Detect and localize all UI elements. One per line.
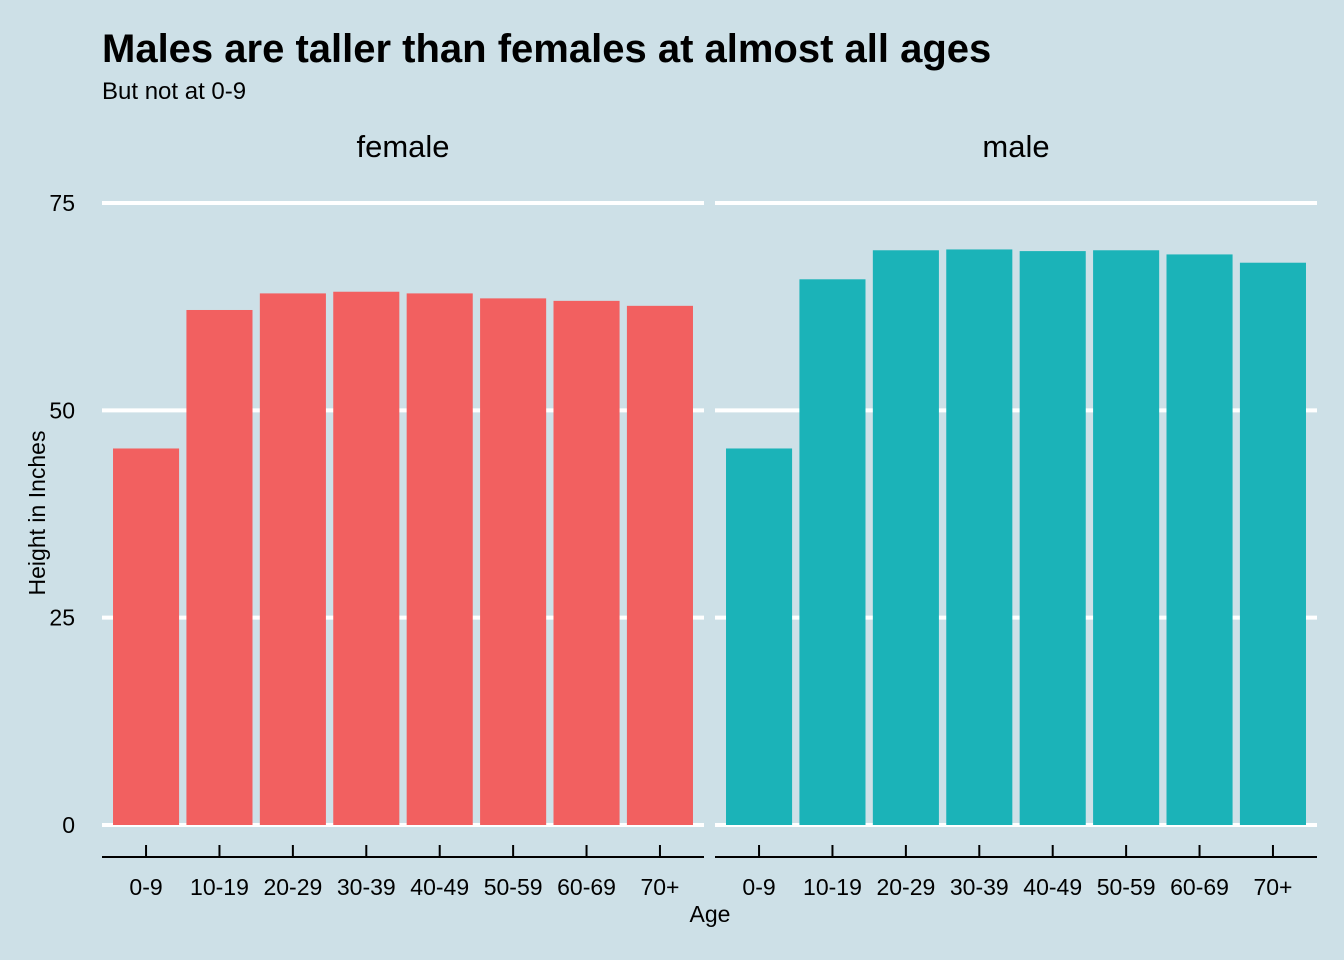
facet-label-male: male bbox=[982, 129, 1049, 164]
x-tick-label: 0-9 bbox=[129, 874, 162, 900]
bar-male-0-9 bbox=[726, 448, 793, 825]
x-tick-label: 0-9 bbox=[742, 874, 775, 900]
bar-female-20-29 bbox=[259, 293, 326, 825]
bar-female-60-69 bbox=[553, 300, 620, 825]
x-axis-title: Age bbox=[690, 901, 731, 927]
x-tick-label: 50-59 bbox=[484, 874, 543, 900]
bar-male-50-59 bbox=[1093, 250, 1160, 826]
x-tick-label: 60-69 bbox=[557, 874, 616, 900]
x-tick-label: 10-19 bbox=[190, 874, 249, 900]
x-tick-label: 30-39 bbox=[337, 874, 396, 900]
x-tick-label: 10-19 bbox=[803, 874, 862, 900]
bar-female-0-9 bbox=[113, 448, 180, 825]
bar-male-70+ bbox=[1239, 262, 1306, 825]
bar-male-60-69 bbox=[1166, 254, 1233, 825]
bar-male-20-29 bbox=[872, 250, 939, 826]
bar-female-40-49 bbox=[406, 293, 473, 825]
x-tick-label: 40-49 bbox=[410, 874, 469, 900]
plot-area: 0 25 50 75 female 0-9 10-19 20-29 30-39 40-49 50-5… bbox=[49, 129, 1317, 900]
x-tick-label: 30-39 bbox=[950, 874, 1009, 900]
y-axis-title: Height in Inches bbox=[24, 431, 50, 596]
x-tick-label: 20-29 bbox=[263, 874, 322, 900]
x-tick-label: 70+ bbox=[640, 874, 679, 900]
bar-female-70+ bbox=[626, 305, 693, 825]
chart-subtitle: But not at 0-9 bbox=[102, 78, 246, 105]
x-tick-label: 40-49 bbox=[1023, 874, 1082, 900]
y-tick-label: 0 bbox=[62, 812, 75, 838]
x-tick-label: 20-29 bbox=[876, 874, 935, 900]
facet-label-female: female bbox=[356, 129, 449, 164]
x-tick-label: 60-69 bbox=[1170, 874, 1229, 900]
bar-female-30-39 bbox=[333, 291, 400, 826]
bar-male-40-49 bbox=[1019, 251, 1086, 826]
y-tick-label: 50 bbox=[49, 397, 75, 423]
bar-male-30-39 bbox=[946, 249, 1013, 825]
x-tick-label: 70+ bbox=[1253, 874, 1292, 900]
chart-title: Males are taller than females at almost … bbox=[102, 27, 991, 71]
bar-male-10-19 bbox=[799, 279, 866, 825]
y-tick-label: 25 bbox=[49, 605, 75, 631]
bar-female-50-59 bbox=[480, 298, 547, 826]
y-tick-label: 75 bbox=[49, 190, 75, 216]
x-tick-label: 50-59 bbox=[1097, 874, 1156, 900]
bar-female-10-19 bbox=[186, 309, 253, 825]
